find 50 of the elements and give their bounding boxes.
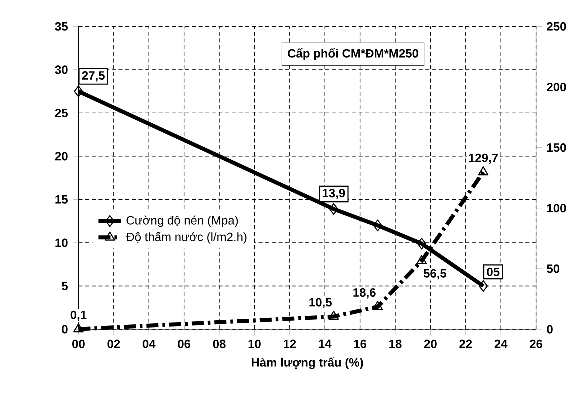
point — [329, 204, 338, 216]
y-tick-label: 10 — [56, 238, 68, 248]
text: Cấp phối CM*ĐM*M250 — [288, 48, 418, 60]
y-tick-label: 30 — [55, 66, 68, 74]
legend-label: Độ thấm nước (l/m2.h) — [126, 232, 247, 244]
point — [74, 86, 84, 98]
y-tick-label: 5 — [62, 282, 68, 291]
legend-label: Cường độ nén (Mpa) — [126, 216, 238, 228]
point — [373, 220, 382, 232]
point — [417, 238, 426, 250]
data-label: 10,5 — [310, 298, 332, 309]
y-tick-label: 15 — [56, 196, 68, 204]
x-tick-label: 12 — [284, 340, 296, 349]
data-label: 27,5 — [82, 72, 105, 82]
data-label: 18,6 — [354, 288, 376, 299]
x-tick-label: 02 — [108, 340, 120, 349]
y2-tick-label: 0 — [547, 325, 553, 334]
x-tick-label: 16 — [354, 340, 367, 349]
data-label: 13,9 — [322, 189, 346, 200]
y-tick-label: 25 — [55, 109, 68, 118]
point — [372, 301, 384, 310]
y-tick-label: 35 — [55, 22, 68, 32]
x-tick-label: 24 — [494, 340, 508, 349]
data-label: 129,7 — [469, 154, 498, 164]
x-tick-label: 22 — [460, 340, 472, 349]
point — [328, 311, 340, 320]
y2-tick-label: 200 — [547, 83, 566, 92]
point — [478, 166, 489, 176]
data-label: 05 — [487, 268, 500, 277]
x-tick-label: 14 — [319, 340, 332, 348]
point — [74, 324, 84, 333]
y2-tick-label: 150 — [547, 144, 566, 152]
x-tick-label: 10 — [248, 340, 261, 349]
x-tick-label: 06 — [178, 340, 191, 349]
y2-tick-label: 50 — [547, 264, 560, 274]
y2-tick-label: 100 — [547, 204, 566, 213]
x-tick-label: 08 — [213, 340, 226, 349]
x-tick-label: 20 — [424, 340, 437, 349]
x-tick-label: 04 — [142, 340, 156, 349]
point — [478, 280, 488, 292]
x-tick-label: 26 — [530, 340, 543, 349]
x-axis-title: Hàm lượng trấu (%) — [252, 358, 364, 370]
data-label: 56,5 — [424, 270, 447, 280]
x-tick-label: 18 — [390, 340, 402, 349]
data-label: 0,1 — [70, 311, 87, 322]
x-tick-label: 00 — [72, 340, 85, 349]
point — [416, 255, 428, 264]
y-tick-label: 0 — [62, 325, 68, 334]
y-tick-label: 20 — [55, 152, 68, 161]
y2-tick-label: 250 — [547, 22, 566, 32]
